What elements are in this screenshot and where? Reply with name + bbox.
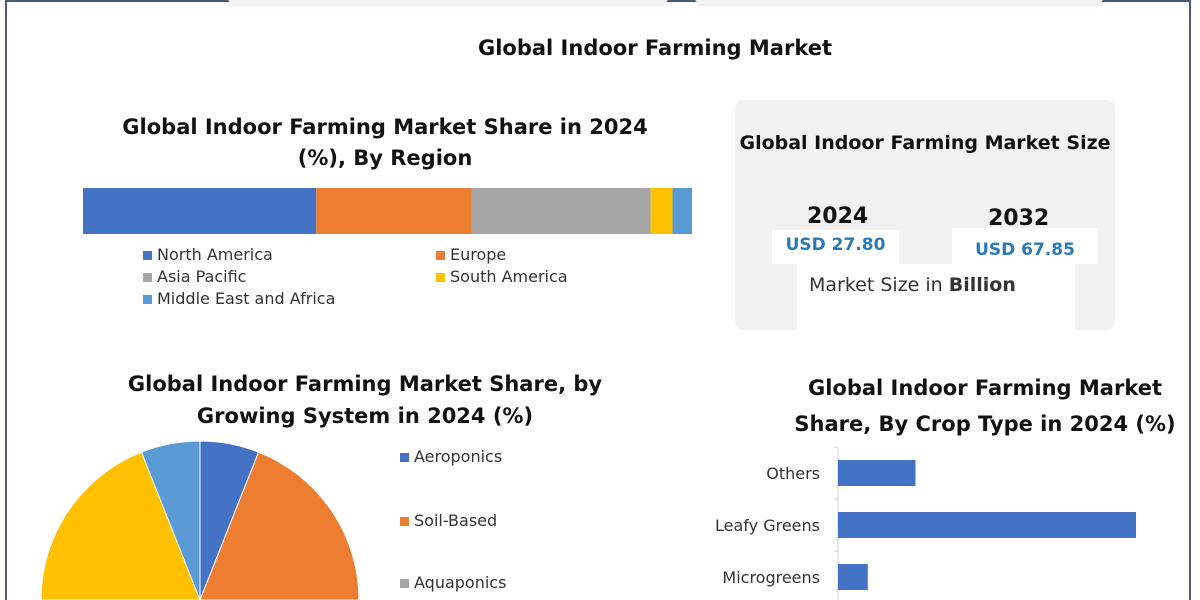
legend-item: Europe [436, 245, 506, 264]
category-label: Leafy Greens [715, 516, 820, 535]
market-size-card: Global Indoor Farming Market Size 2024 2… [735, 100, 1115, 330]
legend-swatch [143, 295, 152, 304]
crop-title-line1: Global Indoor Farming Market [807, 376, 1163, 400]
legend-item: North America [143, 245, 273, 264]
year-end: 2032 [988, 206, 1050, 231]
unit-label: Market Size in Billion [809, 274, 1016, 296]
top-card-right [695, 0, 1103, 4]
legend-swatch [400, 517, 409, 526]
legend-item: Aeroponics [400, 447, 502, 466]
bar [838, 460, 916, 486]
legend-label: Aeroponics [414, 447, 503, 466]
bar-segment [471, 188, 651, 234]
pie-chart-title: Global Indoor Farming Market Share, by G… [60, 368, 670, 432]
legend-swatch [436, 273, 445, 282]
legend-label: Asia Pacific [157, 267, 247, 286]
legend-item: Middle East and Africa [143, 289, 335, 308]
crop-title-line2: Share, By Crop Type in 2024 (%) [794, 412, 1176, 436]
unit-bold: Billion [948, 274, 1016, 296]
bar-segment [672, 188, 692, 234]
bar [838, 512, 1136, 538]
pie-slice [140, 440, 201, 600]
bar-segment [83, 188, 317, 234]
year-start: 2024 [807, 204, 869, 229]
legend-item: South America [436, 267, 568, 286]
region-title-line2: (%), By Region [297, 146, 473, 170]
legend-label: South America [450, 267, 568, 286]
bar-segment [650, 188, 673, 234]
legend-item: Asia Pacific [143, 267, 246, 286]
legend-label: North America [157, 245, 273, 264]
region-title-line1: Global Indoor Farming Market Share in 20… [122, 115, 648, 139]
category-label: Others [766, 464, 820, 483]
legend-label: Middle East and Africa [157, 289, 336, 308]
legend-swatch [436, 251, 445, 260]
pie-title-line2: Growing System in 2024 (%) [196, 404, 534, 428]
legend-swatch [400, 579, 409, 588]
bar [838, 564, 868, 590]
region-chart-title: Global Indoor Farming Market Share in 20… [80, 112, 690, 174]
bar-segment [316, 188, 472, 234]
pie-slice [199, 451, 360, 600]
value-end: USD 67.85 [952, 228, 1098, 264]
legend-item: Aquaponics [400, 573, 506, 592]
legend-swatch [400, 453, 409, 462]
unit-panel: Market Size in Billion [797, 264, 1075, 330]
market-size-title: Global Indoor Farming Market Size [739, 132, 1111, 154]
category-label: Microgreens [722, 568, 820, 587]
crop-chart-title: Global Indoor Farming Market Share, By C… [720, 370, 1200, 442]
pie-slice [40, 451, 201, 600]
unit-prefix: Market Size in [809, 274, 949, 296]
legend-item: Soil-Based [400, 511, 497, 530]
value-start: USD 27.80 [772, 230, 899, 264]
pie-title-line1: Global Indoor Farming Market Share, by [127, 372, 603, 396]
legend-label: Europe [450, 245, 507, 264]
page-title: Global Indoor Farming Market [477, 36, 833, 60]
legend-swatch [143, 251, 152, 260]
legend-label: Aquaponics [414, 573, 507, 592]
legend-label: Soil-Based [414, 511, 498, 530]
top-card-left [228, 0, 668, 4]
legend-swatch [143, 273, 152, 282]
